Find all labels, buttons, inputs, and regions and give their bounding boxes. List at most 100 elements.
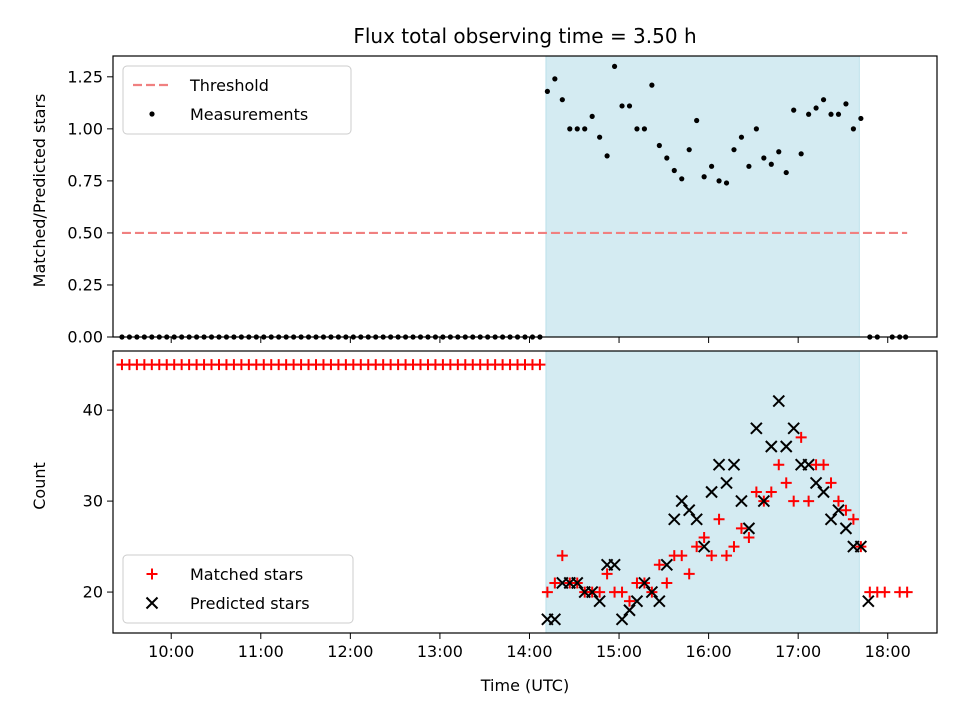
predicted-star-point [824,513,838,526]
measurement-point [597,134,603,140]
measurement-point [567,126,573,132]
x-tick-label: 13:00 [417,642,463,661]
measurement-point [843,101,849,107]
matched-star-point [803,495,815,507]
measurement-point [820,97,827,103]
bottom-panel: 20 30 40 10:00 11:00 12:00 13:00 14:00 15:00 16:… [30,350,938,661]
measurement-point [589,113,595,119]
x-tick-label: 12:00 [327,642,373,661]
predicted-star-point [585,585,599,599]
top-y-axis-label: Matched/Predicted stars [30,94,49,288]
bottom-legend: Matched stars Predicted stars [122,554,354,624]
legend-box [122,554,354,624]
measurement-point [619,103,625,109]
measurement-point [791,107,797,113]
y-tick-label: 1.25 [67,67,103,86]
measurement-point [701,174,707,180]
predicted-star-point [720,476,733,490]
matched-star-point [780,477,792,489]
predicted-star-point [817,485,830,499]
predicted-star-point [675,494,688,508]
x-tick-label: 16:00 [686,642,732,661]
predicted-star-point [862,594,875,608]
predicted-star-point [787,422,800,435]
matched-star-point [691,541,703,553]
y-tick-label: 20 [83,583,103,602]
predicted-star-point [548,613,562,626]
measurement-point [731,147,737,153]
predicted-star-point [682,503,696,517]
matched-star-point [534,359,546,371]
predicted-star-point [668,513,681,526]
matched-star-point [623,595,635,607]
predicted-star-point [727,458,741,471]
predicted-star-point [638,576,651,590]
matched-star-point [601,568,613,580]
measurement-point [671,167,677,174]
matched-star-point [743,531,755,543]
measurement-point [634,126,640,132]
legend-label: Measurements [190,105,308,124]
x-tick-label: 10:00 [148,642,194,661]
predicted-star-point [854,540,868,553]
measurement-point [604,153,610,159]
measurement-point [641,126,648,132]
measurement-point [626,103,633,109]
measurement-point [723,180,730,186]
measurement-point [694,117,700,124]
top-legend: Threshold Measurements [122,65,352,135]
predicted-star-point [653,594,666,608]
bottom-axes-frame [112,350,938,634]
measurement-point [806,111,812,117]
matched-star-point [616,586,628,598]
top-observing-window-shade [545,55,860,338]
matched-star-point [541,586,553,598]
bottom-y-ticks: 20 30 40 [83,401,113,602]
y-tick-label: 1.00 [67,119,103,138]
matched-star-point [653,559,665,571]
bottom-plot-marks [116,359,913,626]
matched-star-point [728,541,740,553]
measurement-point [850,126,857,132]
x-tick-label: 11:00 [238,642,284,661]
predicted-star-point [697,540,711,553]
matched-star-point [721,550,733,562]
measurement-point [828,111,834,117]
matched-star-point [840,504,852,516]
measurement-point [813,105,819,111]
matched-star-point [750,486,762,498]
predicted-star-point [832,503,845,517]
measurement-point [716,178,722,184]
y-tick-label: 0.00 [67,328,103,347]
measurement-point [783,169,789,176]
predicted-star-point [615,613,629,626]
matched-star-point [847,513,859,525]
matched-star-point [735,522,747,534]
matched-star-point [773,459,785,471]
measurement-point [664,155,670,161]
matched-star-point [556,550,568,562]
chart-title: Flux total observing time = 3.50 h [353,24,696,48]
predicted-star-point [645,585,659,599]
matched-star-point [795,431,807,443]
y-tick-label: 0.50 [67,223,103,242]
matched-star-point [698,531,710,543]
measurement-point [768,161,774,167]
x-axis-label: Time (UTC) [480,676,569,695]
predicted-star-point [593,594,606,608]
measurement-point [582,126,588,132]
measurement-point [574,126,580,132]
top-y-ticks: 0.00 0.25 0.50 0.75 1.00 1.25 [67,67,113,347]
legend-box [122,65,352,135]
measurement-point [776,149,782,155]
predicted-star-point [780,440,793,453]
measurement-point [679,176,685,182]
top-plot-marks [119,63,909,340]
matched-star-point [594,586,606,598]
matched-star-point [825,477,837,489]
y-tick-label: 30 [83,492,103,511]
predicted-star-point [705,485,718,499]
legend-label: Matched stars [190,565,303,584]
matched-star-point [765,486,777,498]
